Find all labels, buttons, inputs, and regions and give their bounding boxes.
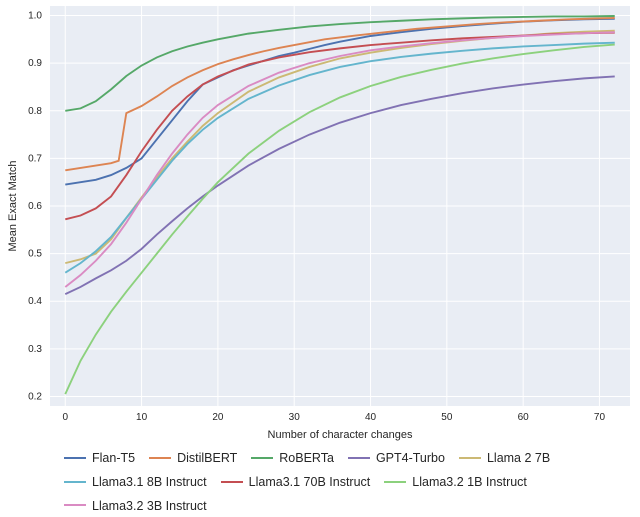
y-tick-label: 1.0 — [28, 11, 42, 22]
legend-label: Llama3.1 70B Instruct — [249, 472, 371, 493]
legend-label: DistilBERT — [177, 448, 237, 469]
legend-item: RoBERTa — [251, 448, 334, 469]
y-tick-label: 0.3 — [28, 344, 42, 355]
x-tick-label: 40 — [365, 412, 377, 423]
y-tick-label: 0.6 — [28, 201, 42, 212]
x-axis-label: Number of character changes — [268, 429, 413, 441]
legend-swatch — [64, 457, 86, 459]
x-tick-label: 20 — [212, 412, 224, 423]
y-tick-label: 0.5 — [28, 249, 42, 260]
legend-label: RoBERTa — [279, 448, 334, 469]
x-tick-label: 60 — [518, 412, 530, 423]
legend-item: Llama3.2 1B Instruct — [384, 472, 527, 493]
legend-row: Llama3.1 8B Instruct Llama3.1 70B Instruc… — [64, 470, 604, 494]
x-tick-label: 10 — [136, 412, 148, 423]
legend-swatch — [221, 481, 243, 483]
legend-item: GPT4-Turbo — [348, 448, 445, 469]
chart-legend: Flan-T5 DistilBERT RoBERTa GPT4-Turbo Llama … — [64, 446, 604, 517]
legend-label: Llama 2 7B — [487, 448, 550, 469]
y-tick-label: 0.4 — [28, 296, 42, 307]
legend-item: Llama3.1 8B Instruct — [64, 472, 207, 493]
legend-swatch — [384, 481, 406, 483]
y-axis-label: Mean Exact Match — [7, 160, 19, 251]
legend-swatch — [251, 457, 273, 459]
y-tick-label: 0.8 — [28, 106, 42, 117]
legend-label: Flan-T5 — [92, 448, 135, 469]
legend-row: Flan-T5 DistilBERT RoBERTa GPT4-Turbo Llama … — [64, 446, 604, 470]
legend-item: Flan-T5 — [64, 448, 135, 469]
x-tick-label: 0 — [62, 412, 68, 423]
legend-swatch — [149, 457, 171, 459]
x-tick-label: 30 — [289, 412, 301, 423]
legend-row: Llama3.2 3B Instruct — [64, 493, 604, 517]
legend-label: GPT4-Turbo — [376, 448, 445, 469]
legend-label: Llama3.2 3B Instruct — [92, 496, 207, 517]
legend-item: Llama3.1 70B Instruct — [221, 472, 371, 493]
x-tick-label: 70 — [594, 412, 606, 423]
legend-item: DistilBERT — [149, 448, 237, 469]
y-tick-label: 0.7 — [28, 153, 42, 164]
y-tick-label: 0.2 — [28, 391, 42, 402]
legend-label: Llama3.2 1B Instruct — [412, 472, 527, 493]
legend-swatch — [348, 457, 370, 459]
legend-item: Llama 2 7B — [459, 448, 550, 469]
legend-swatch — [64, 481, 86, 483]
legend-label: Llama3.1 8B Instruct — [92, 472, 207, 493]
line-chart: 0 10 20 30 40 50 60 70 0.2 0.3 0.4 0.5 0.6 0.7 0.8 0.9 1… — [0, 0, 640, 446]
x-tick-label: 50 — [441, 412, 453, 423]
legend-item: Llama3.2 3B Instruct — [64, 496, 207, 517]
legend-swatch — [64, 504, 86, 506]
legend-swatch — [459, 457, 481, 459]
y-tick-label: 0.9 — [28, 58, 42, 69]
